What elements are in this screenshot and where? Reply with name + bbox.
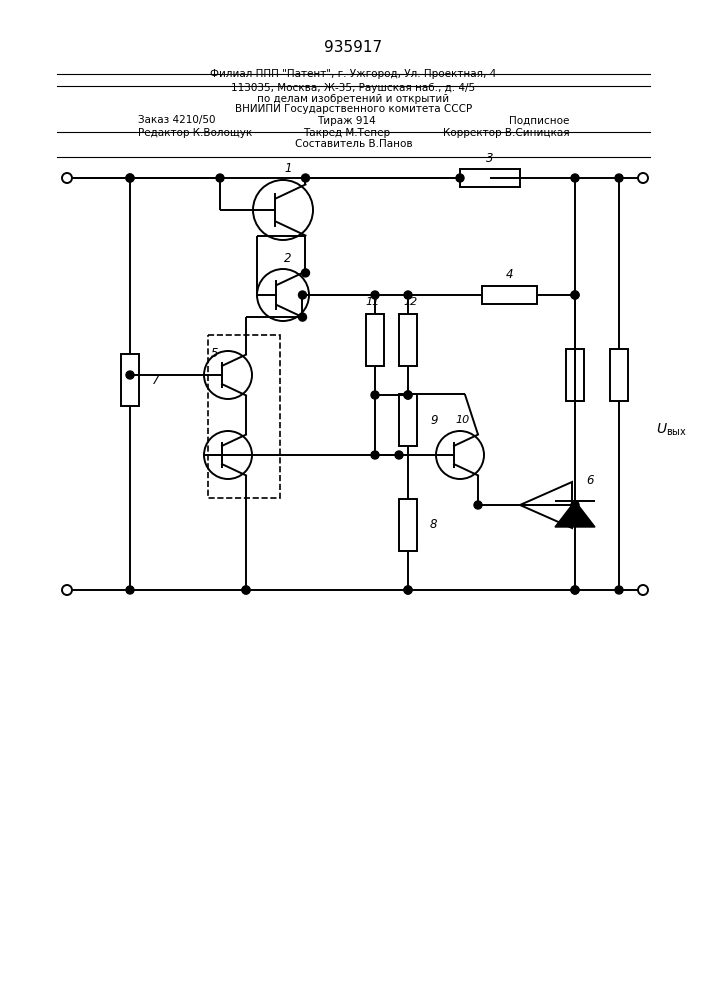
Text: 9: 9 [430,414,438,426]
Circle shape [395,451,403,459]
Circle shape [456,174,464,182]
Circle shape [301,174,310,182]
Text: по делам изобретений и открытий: по делам изобретений и открытий [257,94,450,104]
Text: Тираж 914: Тираж 914 [317,115,376,125]
Circle shape [615,174,623,182]
Circle shape [216,174,224,182]
Circle shape [404,291,412,299]
Circle shape [571,291,579,299]
Text: $U_{\rm вых}$: $U_{\rm вых}$ [657,422,687,438]
Polygon shape [555,501,595,527]
Text: 10: 10 [456,415,470,425]
Bar [208,335,280,498]
Circle shape [404,391,412,399]
Text: 935917: 935917 [325,39,382,54]
Circle shape [474,501,482,509]
Bar [482,286,537,304]
Text: Редактор К.Волощук: Редактор К.Волощук [138,128,252,138]
Text: 6: 6 [586,474,593,487]
Bar [399,394,417,446]
Circle shape [298,291,307,299]
Text: Подписное: Подписное [509,115,569,125]
Circle shape [571,586,579,594]
Bar [399,499,417,551]
Text: 11: 11 [366,297,380,307]
Circle shape [242,586,250,594]
Text: 8: 8 [430,518,438,532]
Bar [460,169,520,187]
Text: 12: 12 [404,297,418,307]
Text: Составитель В.Панов: Составитель В.Панов [295,139,412,149]
Circle shape [615,586,623,594]
Bar [610,349,628,401]
Text: 3: 3 [486,151,493,164]
Circle shape [242,586,250,594]
Circle shape [301,269,310,277]
Bar [366,314,384,366]
Circle shape [404,586,412,594]
Bar [566,349,584,401]
Text: 1: 1 [284,162,292,176]
Circle shape [571,291,579,299]
Text: Филиал ППП "Патент", г. Ужгород, Ул. Проектная, 4: Филиал ППП "Патент", г. Ужгород, Ул. Про… [211,69,496,79]
Circle shape [126,371,134,379]
Text: Корректор В.Синицкая: Корректор В.Синицкая [443,128,569,138]
Circle shape [571,586,579,594]
Text: 5: 5 [211,347,218,360]
Circle shape [126,586,134,594]
Circle shape [126,174,134,182]
Text: 4: 4 [506,268,514,282]
Circle shape [404,586,412,594]
Circle shape [404,391,412,399]
Circle shape [571,501,579,509]
Bar [399,314,417,366]
Bar [121,354,139,406]
Circle shape [371,291,379,299]
Circle shape [571,174,579,182]
Text: 7: 7 [152,373,160,386]
Text: 2: 2 [284,252,292,265]
Text: Заказ 4210/50: Заказ 4210/50 [138,115,216,125]
Text: 113035, Москва, Ж-35, Раушская наб., д. 4/5: 113035, Москва, Ж-35, Раушская наб., д. … [231,83,476,93]
Circle shape [371,391,379,399]
Circle shape [298,313,307,321]
Text: ВНИИПИ Государственного комитета СССР: ВНИИПИ Государственного комитета СССР [235,104,472,114]
Circle shape [371,451,379,459]
Circle shape [126,174,134,182]
Text: Такред М.Тепер: Такред М.Тепер [303,128,390,138]
